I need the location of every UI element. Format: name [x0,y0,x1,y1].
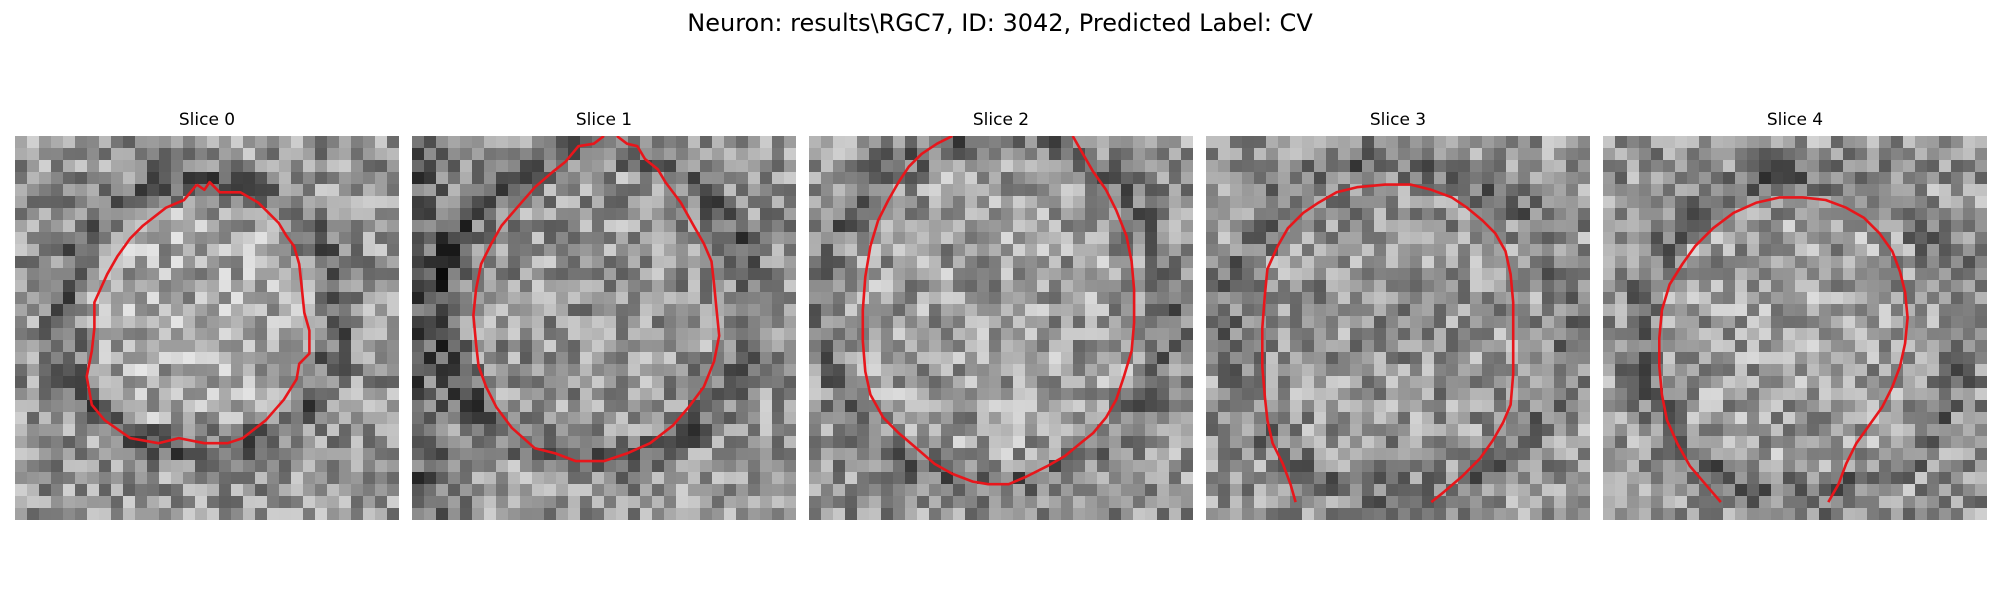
slice-image-3 [1206,136,1590,520]
slice-title-1: Slice 1 [575,110,633,130]
slice-panel-2: Slice 2 [809,108,1193,520]
slice-title-2: Slice 2 [972,110,1030,130]
slice-image-2 [809,136,1193,520]
segmentation-contour-0 [85,180,311,445]
slice-panel-4: Slice 4 [1603,108,1987,520]
slice-panel-0: Slice 0 [15,108,399,520]
slice-pixels-2 [809,136,1193,520]
slice-pixels-3 [1206,136,1590,520]
slice-title-4: Slice 4 [1766,110,1824,130]
slice-pixels-0 [15,136,399,520]
segmentation-contour-4 [1657,196,1909,503]
slice-image-4 [1603,136,1987,520]
figure-title: Neuron: results\RGC7, ID: 3042, Predicte… [687,9,1313,37]
slice-pixels-4 [1603,136,1987,520]
slice-title-3: Slice 3 [1369,110,1427,130]
slice-title-0: Slice 0 [178,110,236,130]
slice-panel-1: Slice 1 [412,108,796,520]
slice-image-1 [412,136,796,520]
segmentation-contour-2 [861,136,1136,486]
slice-pixels-1 [412,136,796,520]
segmentation-contour-3 [1260,183,1515,504]
slice-image-0 [15,136,399,520]
segmentation-contour-1 [472,136,721,463]
slice-panel-3: Slice 3 [1206,108,1590,520]
